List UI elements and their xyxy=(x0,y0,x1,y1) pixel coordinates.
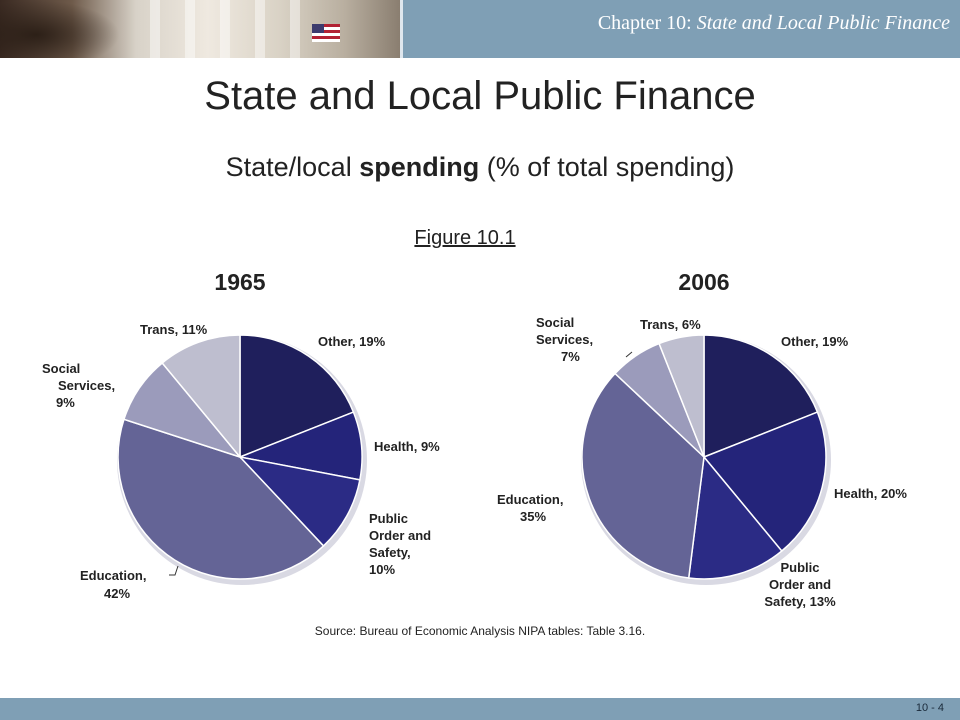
page-number: 10 - 4 xyxy=(915,702,944,714)
pie-2006 xyxy=(581,334,831,585)
chapter-heading: Chapter 10: State and Local Public Finan… xyxy=(598,12,950,35)
slice-label-2006-education: Education, 35% xyxy=(497,492,563,524)
footer-bar: 10 - 4 xyxy=(0,698,960,720)
slice-label-1965-public-order-and-safety: Public Order and Safety, 10% xyxy=(369,511,431,577)
slice-2006-public-order-and-safety xyxy=(687,455,783,580)
header-bar: Chapter 10: State and Local Public Finan… xyxy=(0,0,960,58)
slice-2006-other xyxy=(703,334,819,459)
chart-title-2006: 2006 xyxy=(678,269,729,295)
source-note: Source: Bureau of Economic Analysis NIPA… xyxy=(314,624,646,638)
slice-label-2006-public-order-and-safety: Public Order and Safety, 13% xyxy=(764,560,836,609)
figure-label: Figure 10.1 xyxy=(414,227,516,249)
slice-label-1965-trans: Trans, 11% xyxy=(140,322,208,337)
slice-1965-education xyxy=(117,418,325,580)
chart-title-1965: 1965 xyxy=(214,269,265,295)
leader-line xyxy=(169,565,179,576)
pie-1965 xyxy=(117,334,367,585)
tree-silhouette xyxy=(0,0,120,58)
flag-icon xyxy=(312,24,340,42)
column-decor xyxy=(290,0,300,58)
slice-label-1965-education: Education, 42% xyxy=(80,568,146,601)
subtitle-suffix: (% of total spending) xyxy=(479,152,735,182)
column-decor xyxy=(220,0,230,58)
slice-label-1965-social-services: Social Services, 9% xyxy=(42,361,115,410)
slice-1965-public-order-and-safety xyxy=(237,455,361,547)
chapter-prefix: Chapter 10: xyxy=(597,12,692,34)
slice-label-1965-other: Other, 19% xyxy=(318,334,386,349)
slice-label-1965-health: Health, 9% xyxy=(374,439,440,454)
slice-2006-health xyxy=(702,411,827,553)
slide-subtitle: State/local spending (% of total spendin… xyxy=(0,152,960,183)
slice-label-2006-other: Other, 19% xyxy=(781,334,849,349)
slice-2006-trans xyxy=(658,334,705,458)
column-decor xyxy=(255,0,265,58)
slice-label-2006-social-services: Social Services, 7% xyxy=(536,315,593,364)
slice-2006-education xyxy=(581,372,705,579)
header-divider xyxy=(400,0,403,58)
chapter-title: State and Local Public Finance xyxy=(696,12,950,34)
slice-label-2006-health: Health, 20% xyxy=(834,486,907,501)
subtitle-bold: spending xyxy=(359,152,480,182)
header-photo xyxy=(0,0,400,58)
slice-1965-other xyxy=(239,334,355,459)
subtitle-prefix: State/local xyxy=(225,152,360,182)
slide-title: State and Local Public Finance xyxy=(204,74,756,118)
leader-line xyxy=(625,351,633,358)
slice-1965-trans xyxy=(161,334,241,460)
column-decor xyxy=(185,0,195,58)
column-decor xyxy=(150,0,160,58)
slice-label-2006-trans: Trans, 6% xyxy=(640,317,701,332)
